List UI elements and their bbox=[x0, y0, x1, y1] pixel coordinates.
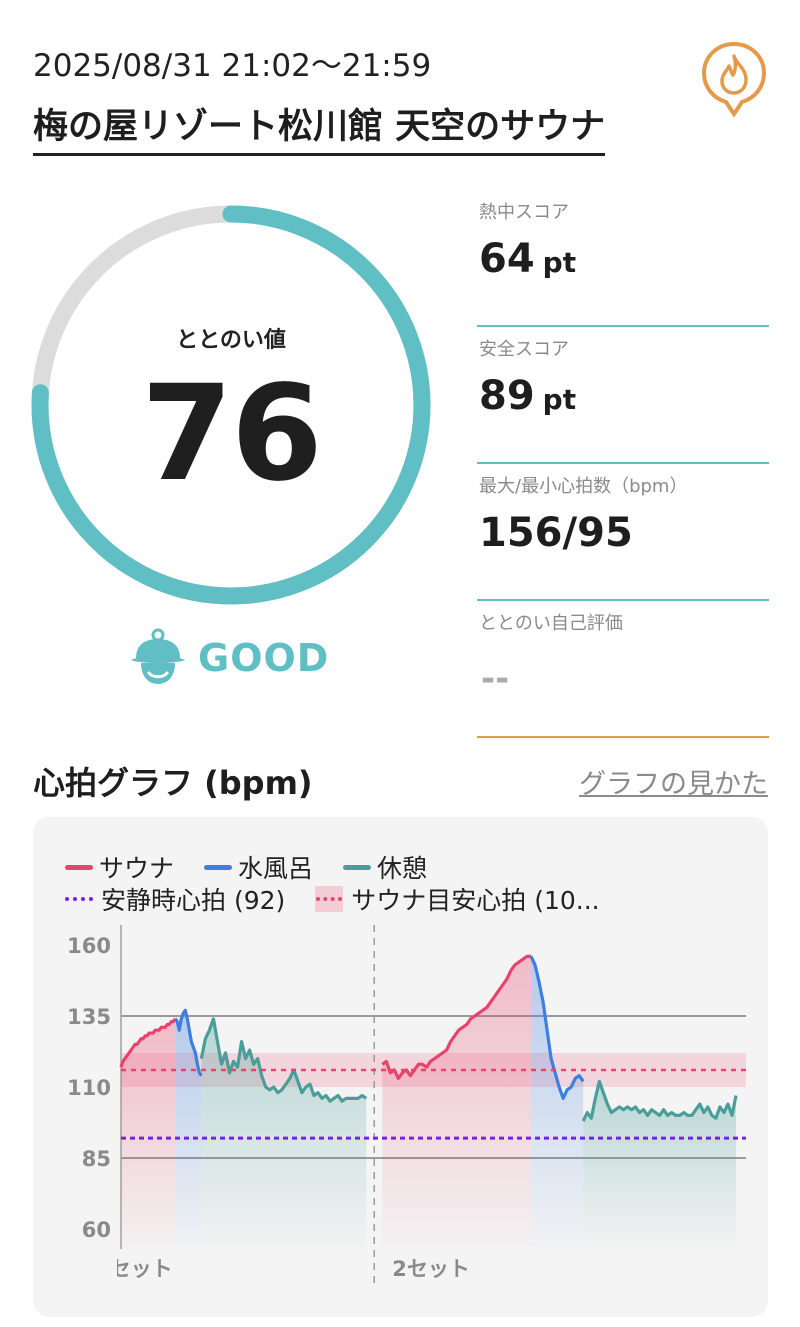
legend-row-1: サウナ 水風呂 休憩 bbox=[65, 849, 457, 885]
hr-line-cold bbox=[529, 955, 585, 1100]
hr-area-rest bbox=[201, 1018, 367, 1247]
legend-resting-hr-swatch bbox=[65, 897, 93, 901]
x-label-set-2: 2セット bbox=[392, 1257, 470, 1281]
legend-cold-bath: 水風呂 bbox=[204, 849, 313, 885]
heat-score: 熱中スコア 64 pt bbox=[477, 190, 769, 327]
heart-rate-range: 最大/最小心拍数（bpm） 156/95 bbox=[477, 464, 769, 601]
legend-target-hr-swatch bbox=[315, 886, 344, 912]
heat-score-number: 64 bbox=[479, 236, 535, 282]
legend-resting-hr: 安静時心拍 (92) bbox=[65, 881, 285, 917]
legend-cold-bath-swatch bbox=[204, 864, 233, 870]
legend-rest: 休憩 bbox=[343, 849, 427, 885]
sauna-hat-icon bbox=[131, 628, 185, 684]
rating-badge: GOOD bbox=[130, 626, 329, 690]
hr-line-rest bbox=[581, 1079, 738, 1122]
hr-area-sauna bbox=[121, 1018, 176, 1247]
self-evaluation-label: ととのい自己評価 bbox=[479, 613, 623, 634]
hr-area-cold bbox=[175, 1010, 202, 1247]
graph-guide-link[interactable]: グラフの見かた bbox=[579, 769, 768, 800]
score-panel: 熱中スコア 64 pt 安全スコア 89 pt 最大/最小心拍数（bpm） 156/… bbox=[477, 190, 769, 738]
x-label-set-1: 1セット bbox=[95, 1257, 173, 1281]
session-datetime: 2025/08/31 21:02〜21:59 bbox=[33, 48, 432, 84]
y-tick-label: 60 bbox=[82, 1218, 111, 1242]
safety-score-number: 89 bbox=[479, 373, 535, 419]
self-evaluation[interactable]: ととのい自己評価 -- bbox=[477, 601, 769, 738]
y-tick-label: 135 bbox=[67, 1005, 111, 1029]
heart-rate-range-value: 156/95 bbox=[479, 510, 633, 556]
self-evaluation-value[interactable]: -- bbox=[481, 659, 510, 699]
legend-rest-label: 休憩 bbox=[377, 854, 428, 883]
legend-sauna-swatch bbox=[65, 864, 93, 870]
totonoi-label: ととのい値 bbox=[176, 328, 286, 353]
legend-rest-swatch bbox=[343, 864, 372, 870]
heart-rate-plot: 160 135 110 85 60 1セット 2セット bbox=[67, 925, 746, 1287]
rating-text: GOOD bbox=[198, 636, 330, 680]
totonoi-value: 76 bbox=[141, 357, 323, 511]
safety-score-value: 89 pt bbox=[479, 373, 576, 419]
safety-score-label: 安全スコア bbox=[479, 339, 569, 360]
hr-line-sauna bbox=[119, 1017, 177, 1068]
hr-area-rest bbox=[583, 1081, 736, 1247]
heat-score-unit: pt bbox=[542, 246, 577, 279]
venue-title-link[interactable]: 梅の屋リゾート松川館 天空のサウナ bbox=[33, 98, 606, 156]
heart-rate-range-label: 最大/最小心拍数（bpm） bbox=[479, 476, 688, 497]
heat-score-value: 64 pt bbox=[479, 236, 576, 282]
legend-sauna-label: サウナ bbox=[99, 854, 175, 883]
legend-cold-bath-label: 水風呂 bbox=[238, 854, 314, 883]
legend-target-hr: サウナ目安心拍 (10... bbox=[315, 881, 600, 917]
legend-resting-hr-label: 安静時心拍 (92) bbox=[101, 886, 286, 915]
heart-rate-chart: サウナ 水風呂 休憩 安静時心拍 (92) サウナ目安心拍 (10... bbox=[33, 817, 768, 1317]
hr-area-sauna bbox=[382, 956, 531, 1247]
safety-score: 安全スコア 89 pt bbox=[477, 327, 769, 464]
hr-line-rest bbox=[199, 1017, 368, 1103]
heat-score-label: 熱中スコア bbox=[479, 202, 569, 223]
hr-area-cold bbox=[531, 956, 584, 1247]
legend-row-2: 安静時心拍 (92) サウナ目安心拍 (10... bbox=[65, 881, 630, 917]
totonoi-gauge-arc bbox=[31, 205, 431, 605]
legend-sauna: サウナ bbox=[65, 849, 174, 885]
totonoi-gauge bbox=[31, 205, 431, 605]
flame-pin-icon[interactable] bbox=[700, 40, 768, 118]
legend-target-hr-label: サウナ目安心拍 (10... bbox=[351, 886, 600, 915]
hr-line-sauna bbox=[381, 954, 531, 1081]
heart-graph-title: 心拍グラフ (bpm) bbox=[33, 764, 313, 802]
hr-line-cold bbox=[173, 1008, 203, 1077]
y-tick-label: 160 bbox=[67, 934, 111, 958]
safety-score-unit: pt bbox=[542, 383, 577, 416]
y-tick-label: 85 bbox=[82, 1147, 111, 1171]
y-tick-label: 110 bbox=[67, 1076, 111, 1100]
